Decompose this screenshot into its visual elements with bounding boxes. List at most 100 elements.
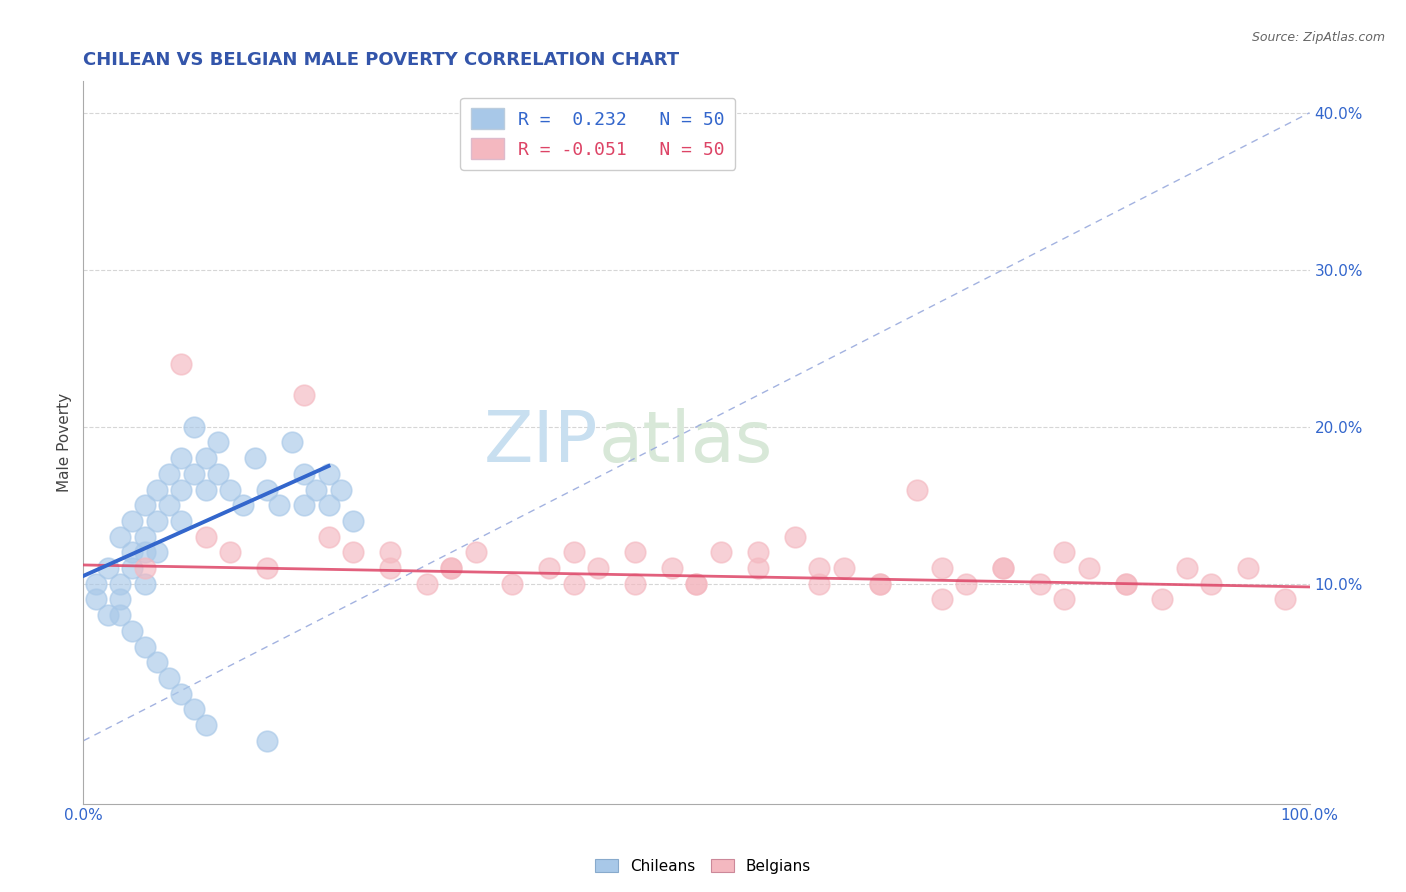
Point <box>121 561 143 575</box>
Text: CHILEAN VS BELGIAN MALE POVERTY CORRELATION CHART: CHILEAN VS BELGIAN MALE POVERTY CORRELAT… <box>83 51 679 69</box>
Point <box>134 576 156 591</box>
Point <box>292 498 315 512</box>
Point <box>955 576 977 591</box>
Point <box>269 498 291 512</box>
Point <box>281 435 304 450</box>
Point <box>170 451 193 466</box>
Point <box>134 498 156 512</box>
Point <box>342 514 364 528</box>
Point <box>207 435 229 450</box>
Point <box>624 576 647 591</box>
Point <box>869 576 891 591</box>
Point <box>97 561 120 575</box>
Point <box>84 592 107 607</box>
Point <box>256 734 278 748</box>
Point <box>1029 576 1052 591</box>
Point <box>108 530 131 544</box>
Point <box>194 530 217 544</box>
Point <box>170 514 193 528</box>
Point <box>84 576 107 591</box>
Point <box>108 592 131 607</box>
Point <box>121 624 143 638</box>
Point <box>1175 561 1198 575</box>
Point <box>869 576 891 591</box>
Point <box>318 467 340 481</box>
Point <box>183 467 205 481</box>
Point <box>134 545 156 559</box>
Point <box>318 530 340 544</box>
Point <box>440 561 463 575</box>
Point <box>170 483 193 497</box>
Point <box>146 514 169 528</box>
Point <box>157 467 180 481</box>
Point <box>121 514 143 528</box>
Point <box>342 545 364 559</box>
Point <box>808 576 831 591</box>
Point <box>562 576 585 591</box>
Point <box>194 451 217 466</box>
Point <box>97 608 120 623</box>
Point <box>121 545 143 559</box>
Point <box>710 545 733 559</box>
Point <box>1201 576 1223 591</box>
Point <box>146 483 169 497</box>
Point <box>256 483 278 497</box>
Point <box>1053 545 1076 559</box>
Point <box>685 576 707 591</box>
Point <box>685 576 707 591</box>
Point <box>991 561 1014 575</box>
Point <box>1152 592 1174 607</box>
Point <box>170 687 193 701</box>
Point <box>305 483 328 497</box>
Point <box>832 561 855 575</box>
Point <box>905 483 928 497</box>
Point <box>194 483 217 497</box>
Point <box>808 561 831 575</box>
Point <box>783 530 806 544</box>
Point <box>108 576 131 591</box>
Point <box>378 561 401 575</box>
Point <box>232 498 254 512</box>
Point <box>318 498 340 512</box>
Point <box>134 640 156 654</box>
Point <box>157 671 180 685</box>
Point <box>661 561 683 575</box>
Point <box>170 357 193 371</box>
Point <box>329 483 352 497</box>
Point <box>1115 576 1137 591</box>
Point <box>134 561 156 575</box>
Point <box>378 545 401 559</box>
Text: Source: ZipAtlas.com: Source: ZipAtlas.com <box>1251 31 1385 45</box>
Point <box>747 561 769 575</box>
Point <box>183 702 205 716</box>
Point <box>146 545 169 559</box>
Point <box>292 467 315 481</box>
Point <box>931 592 953 607</box>
Point <box>991 561 1014 575</box>
Point <box>1274 592 1296 607</box>
Point <box>207 467 229 481</box>
Point <box>747 545 769 559</box>
Point <box>624 545 647 559</box>
Point <box>243 451 266 466</box>
Legend: Chileans, Belgians: Chileans, Belgians <box>589 853 817 880</box>
Point <box>588 561 610 575</box>
Point <box>1077 561 1099 575</box>
Point <box>464 545 486 559</box>
Point <box>931 561 953 575</box>
Point <box>440 561 463 575</box>
Point <box>256 561 278 575</box>
Point <box>219 483 242 497</box>
Point <box>194 718 217 732</box>
Point <box>146 655 169 669</box>
Point <box>1115 576 1137 591</box>
Point <box>501 576 523 591</box>
Legend: R =  0.232   N = 50, R = -0.051   N = 50: R = 0.232 N = 50, R = -0.051 N = 50 <box>460 97 735 170</box>
Point <box>1237 561 1260 575</box>
Point <box>415 576 437 591</box>
Point <box>157 498 180 512</box>
Point <box>1053 592 1076 607</box>
Point <box>134 530 156 544</box>
Point <box>219 545 242 559</box>
Point <box>562 545 585 559</box>
